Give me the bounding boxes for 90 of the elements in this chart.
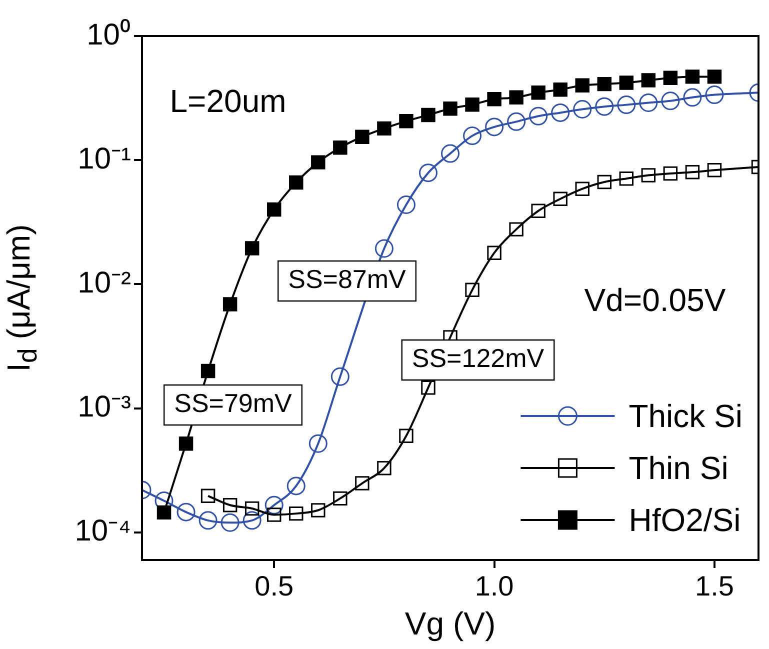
point	[529, 106, 548, 126]
point	[308, 434, 328, 453]
point	[286, 476, 306, 496]
annotation: SS=122mV	[412, 343, 545, 374]
point	[311, 155, 326, 170]
point	[220, 513, 240, 532]
point	[465, 98, 480, 112]
point	[333, 491, 348, 506]
point	[575, 182, 590, 196]
y-tick-label: 10⁰	[86, 18, 131, 52]
point	[685, 165, 700, 180]
point	[441, 144, 460, 163]
point	[639, 93, 658, 112]
point	[485, 118, 504, 136]
point	[707, 163, 722, 178]
point	[575, 78, 590, 93]
point	[266, 508, 282, 522]
point	[264, 496, 284, 514]
x-tick-label: 1.0	[474, 570, 514, 602]
x-axis-title: Vg (V)	[404, 606, 496, 642]
point	[242, 511, 262, 530]
point	[661, 92, 680, 110]
point	[200, 364, 216, 378]
x-tick-label: 0.5	[254, 570, 294, 602]
point	[619, 171, 634, 186]
point	[531, 85, 546, 100]
point	[396, 195, 416, 214]
point	[553, 82, 568, 97]
point	[663, 166, 678, 181]
point	[311, 503, 326, 518]
y-tick-label: 10⁻⁴	[74, 514, 131, 548]
point	[289, 506, 304, 521]
point	[685, 70, 700, 84]
point	[377, 121, 392, 136]
point	[222, 297, 238, 312]
point	[487, 92, 502, 106]
point	[465, 282, 480, 298]
point	[355, 130, 370, 144]
point	[573, 100, 592, 118]
point	[663, 70, 678, 85]
point	[487, 246, 502, 260]
point	[244, 501, 260, 516]
point	[463, 126, 482, 146]
point	[507, 112, 526, 131]
point	[421, 380, 436, 395]
point	[597, 76, 612, 92]
point	[244, 241, 260, 256]
point	[200, 488, 216, 504]
point	[641, 168, 656, 182]
y-tick-label: 10⁻²	[78, 266, 132, 300]
point	[374, 239, 394, 258]
point	[418, 164, 438, 182]
point	[531, 204, 546, 218]
point	[443, 102, 458, 116]
legend-label: HfO2/Si	[628, 502, 741, 538]
y-tick-label: 10⁻¹	[78, 142, 132, 176]
point	[509, 222, 524, 236]
point	[509, 90, 524, 105]
annotation: Vd=0.05V	[584, 282, 726, 318]
legend-label: Thick Si	[628, 398, 742, 434]
point	[683, 88, 702, 107]
point	[595, 97, 614, 116]
point	[178, 436, 194, 451]
point	[553, 192, 568, 206]
point	[551, 103, 570, 122]
point	[597, 174, 612, 190]
point	[641, 73, 656, 88]
legend-label: Thin Si	[628, 450, 728, 486]
point	[176, 502, 196, 522]
point	[198, 511, 218, 530]
annotation: SS=87mV	[288, 264, 407, 294]
point	[705, 86, 724, 104]
point	[619, 76, 634, 90]
point	[330, 367, 350, 386]
annotation: L=20um	[170, 82, 286, 119]
point	[222, 498, 238, 512]
point	[399, 114, 414, 128]
point	[355, 476, 370, 490]
y-tick-label: 10⁻³	[78, 390, 132, 424]
annotation: SS=79mV	[174, 388, 293, 418]
point	[421, 108, 436, 122]
x-tick-label: 1.5	[694, 570, 734, 602]
point	[289, 175, 304, 190]
point	[399, 428, 414, 443]
point	[377, 460, 392, 476]
point	[707, 70, 722, 84]
point	[333, 140, 348, 155]
point	[266, 202, 282, 217]
point	[156, 505, 172, 520]
point	[617, 96, 636, 114]
